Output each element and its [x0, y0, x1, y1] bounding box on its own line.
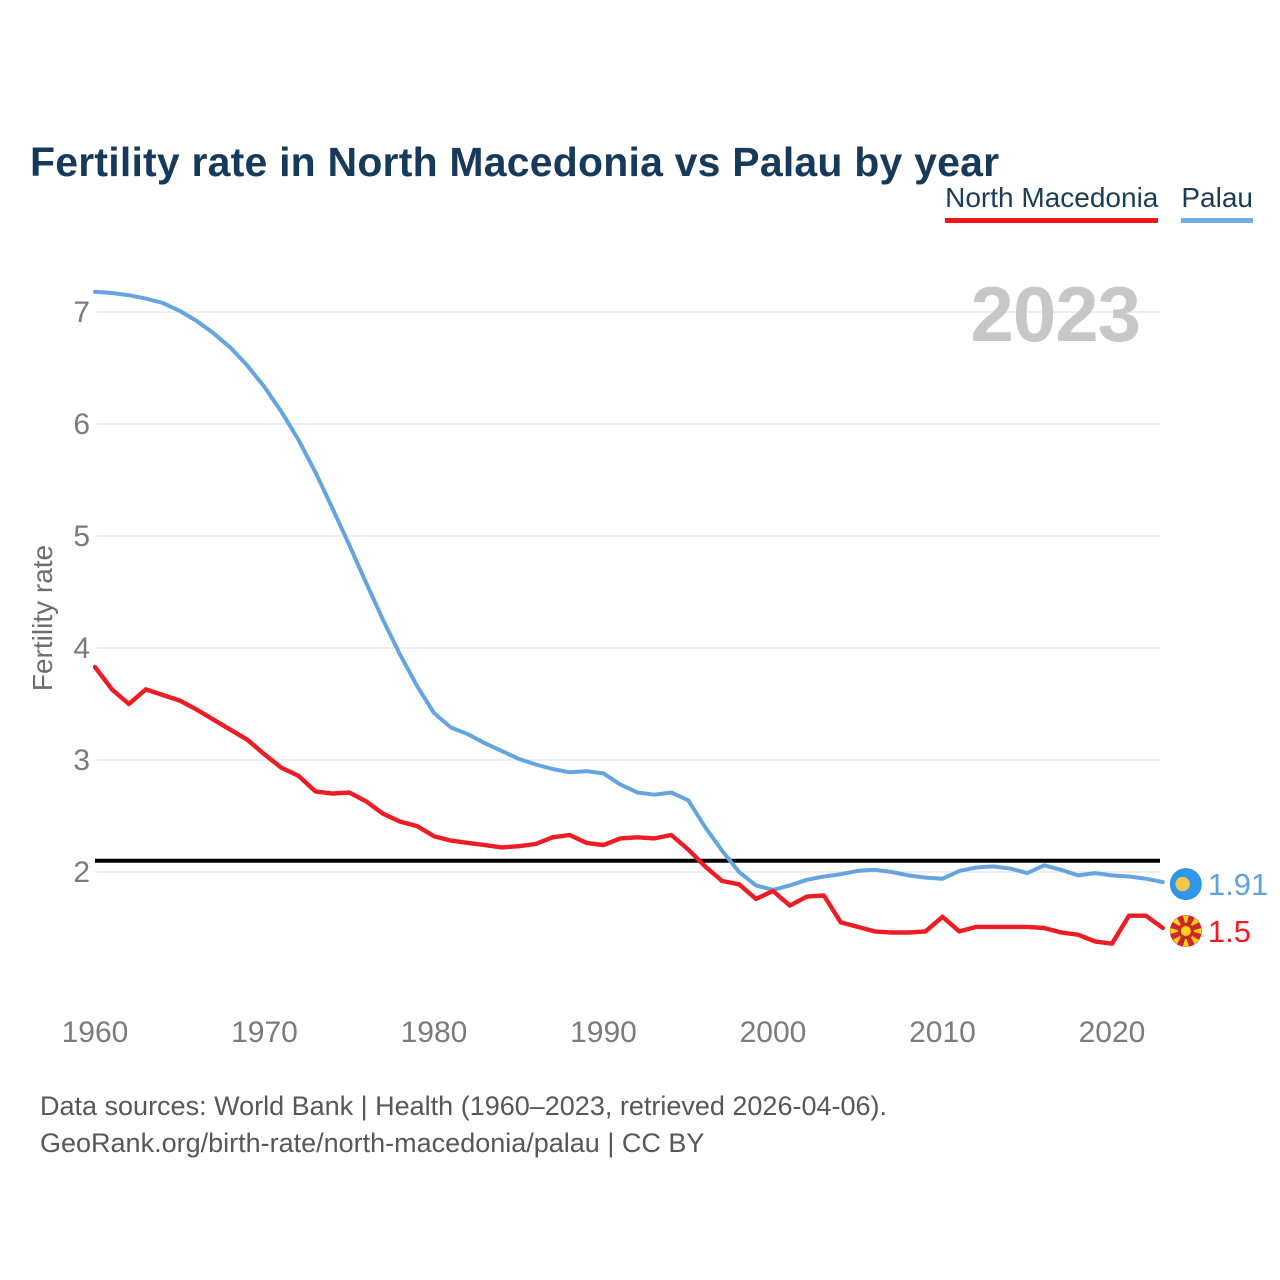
year-watermark: 2023 [970, 270, 1140, 358]
x-tick-label: 1980 [401, 1016, 468, 1049]
source-attribution: Data sources: World Bank | Health (1960–… [40, 1088, 887, 1162]
x-tick-label: 2010 [909, 1016, 976, 1049]
legend-item-north-macedonia[interactable]: North Macedonia [945, 183, 1159, 224]
palau-end-value-label: 1.91 [1208, 867, 1268, 902]
north-macedonia-flag-icon [1169, 915, 1202, 947]
sun-ray [1172, 917, 1183, 928]
sun-ray [1182, 915, 1189, 926]
palau-flag-icon [1169, 868, 1202, 901]
north-macedonia-series-line[interactable] [92, 664, 1166, 946]
y-tick-label: 4 [73, 632, 90, 665]
sun-ray [1189, 917, 1199, 928]
palau-series-line[interactable] [93, 289, 1165, 892]
y-axis-title: Fertility rate [27, 545, 58, 691]
legend: North Macedonia Palau [945, 183, 1253, 224]
sun-ray [1182, 936, 1189, 947]
y-tick-label: 5 [73, 520, 90, 553]
x-axis-tick-labels: 1960 1970 1980 1990 2000 2010 2020 [62, 1016, 1146, 1049]
x-tick-label: 1990 [570, 1016, 637, 1049]
x-tick-label: 1970 [231, 1016, 298, 1049]
x-tick-label: 2020 [1079, 1016, 1146, 1049]
gridlines [97, 311, 1160, 873]
sun-ray [1190, 928, 1202, 934]
y-tick-label: 6 [73, 408, 90, 441]
x-tick-label: 1960 [62, 1016, 129, 1049]
y-tick-label: 3 [73, 744, 90, 777]
y-tick-label: 2 [73, 856, 90, 889]
y-tick-label: 7 [73, 296, 90, 329]
sun-ray [1170, 928, 1181, 934]
sun-ray [1172, 934, 1183, 945]
y-axis-tick-labels: 2 3 4 5 6 7 [73, 296, 90, 889]
north-macedonia-end-value-label: 1.5 [1208, 914, 1251, 949]
source-line-1: Data sources: World Bank | Health (1960–… [40, 1091, 887, 1121]
x-tick-label: 2000 [740, 1016, 807, 1049]
page-title: Fertility rate in North Macedonia vs Pal… [30, 139, 1000, 186]
source-line-2: GeoRank.org/birth-rate/north-macedonia/p… [40, 1128, 705, 1158]
legend-item-palau[interactable]: Palau [1181, 183, 1253, 224]
sun-ray [1189, 934, 1199, 945]
